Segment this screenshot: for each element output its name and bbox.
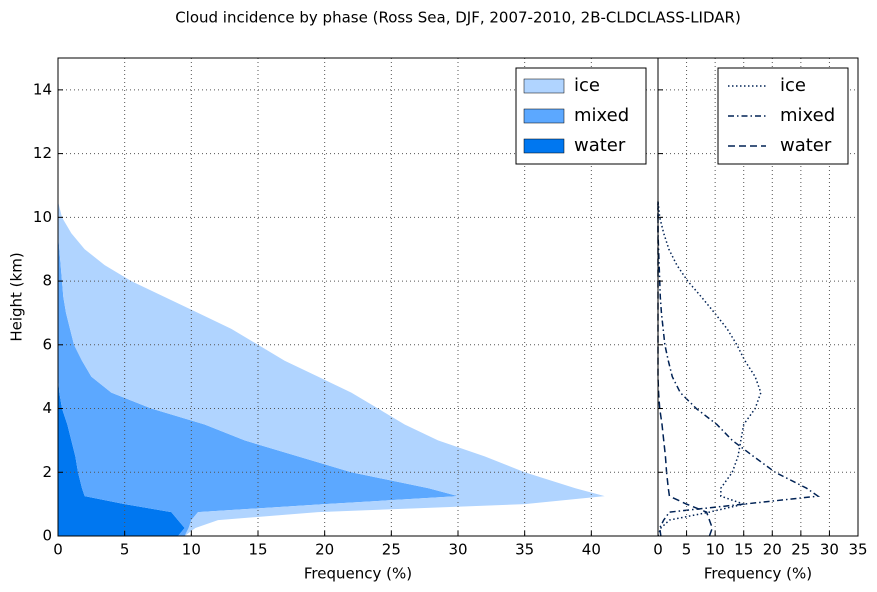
legend-label: ice bbox=[780, 75, 806, 96]
x-tick-label: 10 bbox=[706, 541, 725, 559]
x-tick-label: 25 bbox=[791, 541, 810, 559]
line bbox=[657, 201, 714, 537]
y-tick-label: 8 bbox=[42, 272, 52, 290]
y-tick-label: 14 bbox=[33, 80, 52, 98]
x-tick-label: 35 bbox=[848, 541, 867, 559]
area bbox=[58, 201, 185, 536]
legend-swatch bbox=[523, 108, 565, 124]
x-tick-label: 0 bbox=[53, 541, 63, 559]
x-axis-label: Frequency (%) bbox=[704, 565, 812, 583]
x-tick-label: 20 bbox=[763, 541, 782, 559]
axes-frame bbox=[657, 57, 859, 537]
legend-box bbox=[717, 67, 849, 165]
legend-label: water bbox=[780, 135, 832, 156]
area bbox=[58, 201, 458, 536]
y-tick-label: 10 bbox=[33, 208, 52, 226]
x-tick-label: 15 bbox=[734, 541, 753, 559]
y-tick-label: 4 bbox=[42, 399, 52, 417]
legend-label: mixed bbox=[780, 105, 835, 126]
line bbox=[657, 201, 821, 537]
y-tick-label: 12 bbox=[33, 144, 52, 162]
x-tick-label: 5 bbox=[682, 541, 692, 559]
plot-area bbox=[58, 201, 605, 536]
legend-swatch bbox=[523, 138, 565, 154]
y-tick-label: 6 bbox=[42, 335, 52, 353]
legend-label: ice bbox=[574, 75, 600, 96]
y-tick-label: 0 bbox=[42, 527, 52, 545]
plot-area bbox=[657, 201, 821, 537]
legend-label: water bbox=[574, 135, 626, 156]
line bbox=[657, 201, 762, 537]
x-tick-label: 10 bbox=[182, 541, 201, 559]
x-tick-label: 25 bbox=[382, 541, 401, 559]
x-tick-label: 20 bbox=[315, 541, 334, 559]
chart-title: Cloud incidence by phase (Ross Sea, DJF,… bbox=[175, 9, 741, 27]
x-tick-label: 35 bbox=[515, 541, 534, 559]
x-tick-label: 30 bbox=[820, 541, 839, 559]
x-tick-label: 5 bbox=[120, 541, 130, 559]
x-tick-label: 40 bbox=[582, 541, 601, 559]
y-axis-label: Height (km) bbox=[8, 252, 26, 341]
x-tick-label: 30 bbox=[448, 541, 467, 559]
legend-swatch bbox=[523, 78, 565, 94]
x-tick-label: 0 bbox=[653, 541, 663, 559]
legend-label: mixed bbox=[574, 105, 629, 126]
y-tick-label: 2 bbox=[42, 463, 52, 481]
x-axis-label: Frequency (%) bbox=[304, 565, 412, 583]
area bbox=[58, 201, 605, 536]
x-tick-label: 15 bbox=[248, 541, 267, 559]
